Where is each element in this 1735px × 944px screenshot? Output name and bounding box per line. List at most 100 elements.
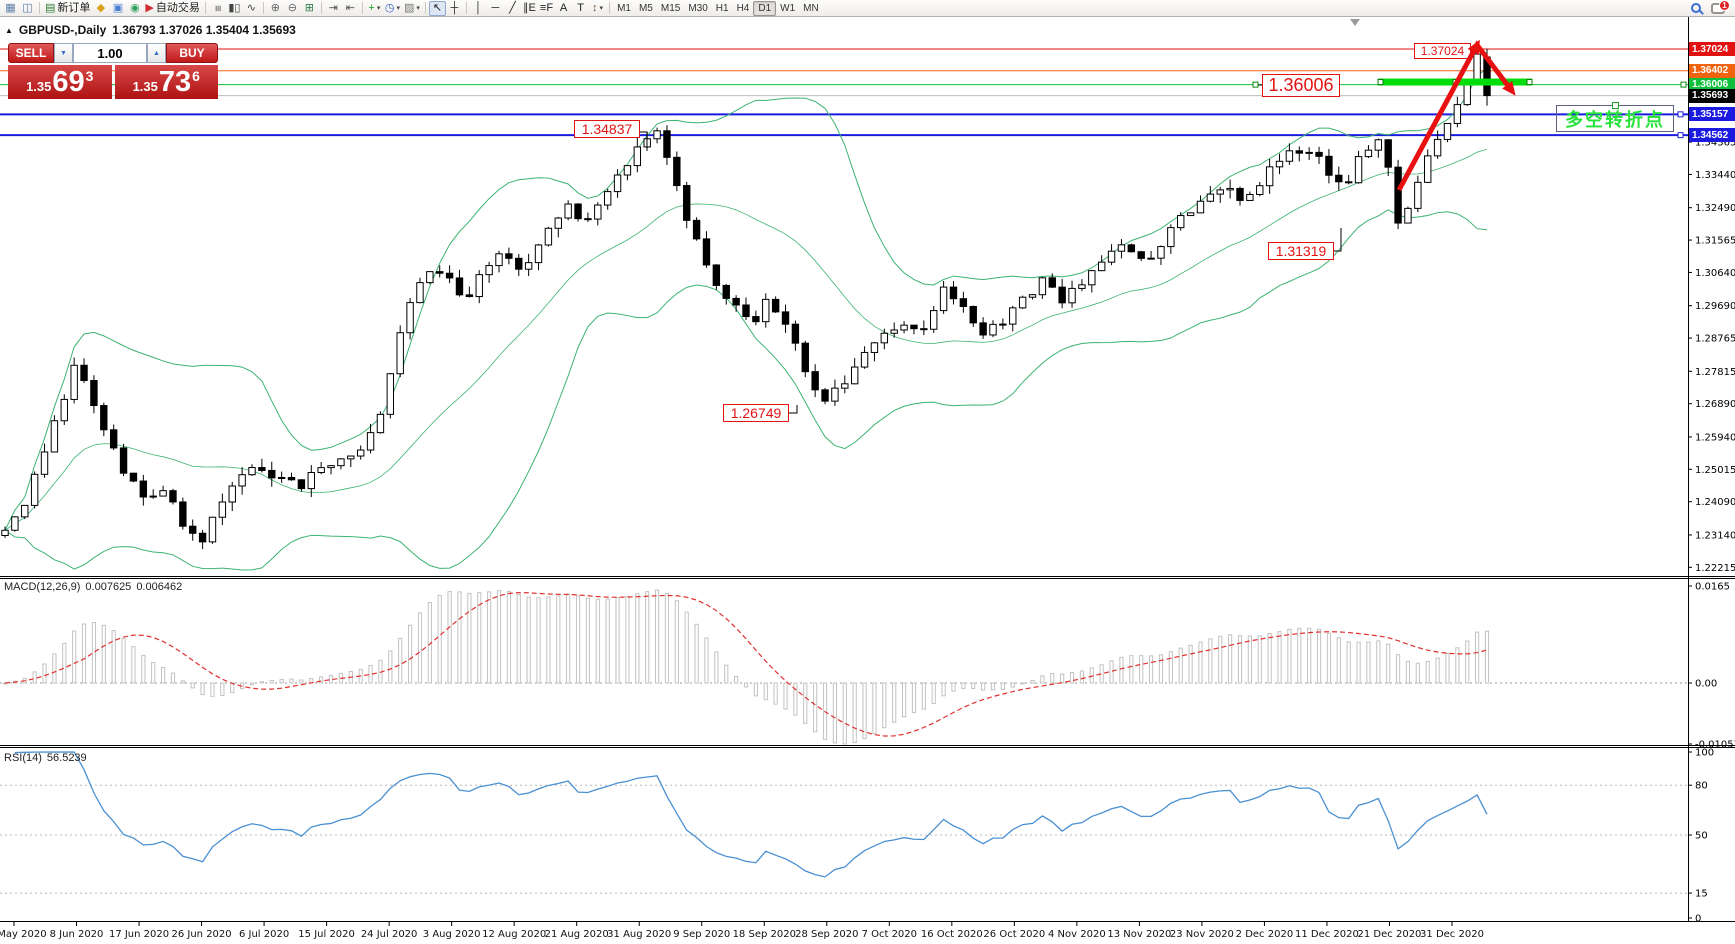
- timeframe-m30-button[interactable]: M30: [688, 2, 708, 14]
- date-axis-tick[interactable]: 11 Dec 2020: [1295, 929, 1359, 940]
- price-label-december-low[interactable]: 1.31319: [1268, 242, 1334, 260]
- search-icon[interactable]: [1691, 3, 1701, 13]
- periods-button[interactable]: ◷ ▾: [383, 1, 402, 16]
- macd-axis-tick: -0.010571: [1695, 740, 1735, 751]
- date-axis-tick[interactable]: 28 Sep 2020: [795, 929, 858, 940]
- date-axis-tick[interactable]: 21 Aug 2020: [545, 929, 609, 940]
- templates-button[interactable]: ▨ ▾: [402, 1, 422, 16]
- date-axis-tick[interactable]: 18 Sep 2020: [733, 929, 796, 940]
- date-axis-tick[interactable]: 31 Aug 2020: [607, 929, 671, 940]
- timeframe-h4-button[interactable]: H4: [736, 2, 750, 14]
- date-axis-tick[interactable]: 23 Nov 2020: [1170, 929, 1234, 940]
- date-axis-tick[interactable]: 4 Nov 2020: [1048, 929, 1106, 940]
- price-label-resistance[interactable]: 1.37024: [1414, 43, 1471, 59]
- data-window-button[interactable]: ◫: [19, 1, 36, 16]
- volume-increase-button[interactable]: ▲: [147, 43, 166, 63]
- selection-handle[interactable]: [1252, 81, 1259, 88]
- chart-styler-button[interactable]: ◆: [92, 1, 109, 16]
- selection-handle[interactable]: [1677, 132, 1684, 139]
- candlestick-chart-button[interactable]: ▮▯: [226, 1, 243, 16]
- label-connector: [789, 405, 798, 414]
- arrows-button[interactable]: ↕ ▾: [589, 1, 606, 16]
- date-axis-tick[interactable]: 26 Jun 2020: [171, 929, 231, 940]
- dropdown-caret-icon: ▾: [416, 4, 420, 12]
- price-label-september-low[interactable]: 1.26749: [723, 404, 789, 422]
- crosshair-button[interactable]: ┼: [446, 1, 463, 16]
- candlestick-series: [1, 48, 1491, 550]
- timeframe-m15-button[interactable]: M15: [660, 2, 681, 14]
- new-order-button-label: 新订单: [57, 1, 91, 14]
- volume-decrease-button[interactable]: ▼: [54, 43, 73, 63]
- timeframe-m5-button[interactable]: M5: [638, 2, 653, 14]
- trendline-button[interactable]: ╱: [504, 1, 521, 16]
- timeframe-mn-button[interactable]: MN: [803, 2, 819, 14]
- auto-scroll-button[interactable]: ⇥: [325, 1, 342, 16]
- channel-button[interactable]: ∥E: [521, 1, 538, 16]
- equidistant-channel-icon: ∥E: [523, 1, 536, 14]
- new-order-icon: ▤: [45, 1, 56, 14]
- indicators-button[interactable]: + ▾: [366, 1, 383, 16]
- bar-chart-button[interactable]: ≡: [209, 1, 226, 16]
- vertical-line-button[interactable]: │: [470, 1, 487, 16]
- date-axis-tick[interactable]: 8 Jun 2020: [50, 929, 104, 940]
- cursor-button[interactable]: ↖: [428, 0, 446, 16]
- date-axis-tick[interactable]: 26 Oct 2020: [983, 929, 1045, 940]
- date-axis-tick[interactable]: 2 Dec 2020: [1236, 929, 1294, 940]
- date-axis-tick[interactable]: 13 Nov 2020: [1107, 929, 1171, 940]
- macd-indicator-label: MACD(12,26,9) 0.007625 0.006462: [4, 581, 182, 593]
- text-button[interactable]: A: [555, 1, 572, 16]
- chart-shift-button[interactable]: ⇤: [342, 1, 359, 16]
- new-order-button[interactable]: ▤ 新订单: [43, 1, 92, 16]
- date-axis-tick[interactable]: 16 Oct 2020: [921, 929, 983, 940]
- timeframe-d1-button[interactable]: D1: [753, 0, 777, 16]
- buy-price-sup: 6: [192, 68, 200, 84]
- date-axis-tick[interactable]: 7 Oct 2020: [862, 929, 917, 940]
- date-axis-tick[interactable]: 15 Jul 2020: [298, 929, 355, 940]
- macd-histogram: [2, 589, 1490, 745]
- date-axis-tick[interactable]: 12 Aug 2020: [482, 929, 546, 940]
- date-axis-tick[interactable]: 24 Jul 2020: [361, 929, 418, 940]
- date-axis-tick[interactable]: 29 May 2020: [0, 929, 47, 940]
- zoom-out-button[interactable]: ⊖: [284, 1, 301, 16]
- sell-button[interactable]: SELL: [8, 43, 54, 63]
- tile-windows-button[interactable]: ⊞: [301, 1, 318, 16]
- text-annotation-turning-point[interactable]: 多空转折点: [1556, 102, 1674, 132]
- timeframe-w1-button[interactable]: W1: [780, 2, 796, 14]
- line-chart-icon: ∿: [246, 1, 256, 14]
- selection-handle[interactable]: [1452, 79, 1459, 86]
- date-axis-tick[interactable]: 9 Sep 2020: [673, 929, 730, 940]
- signals-button[interactable]: ◉: [126, 1, 143, 16]
- fibonacci-button[interactable]: ≡F: [538, 1, 555, 16]
- price-axis-tick: 1.34365: [1695, 138, 1735, 149]
- sell-price-display[interactable]: 1.35 69 3: [8, 65, 112, 99]
- notifications-icon[interactable]: 1: [1711, 0, 1730, 14]
- chart-symbol-period: GBPUSD-,Daily: [18, 23, 107, 37]
- profiles-button[interactable]: ▣: [109, 1, 126, 16]
- selection-handle[interactable]: [1677, 111, 1684, 118]
- autotrading-button[interactable]: ▶ 自动交易: [143, 1, 201, 16]
- selection-handle[interactable]: [1377, 79, 1384, 86]
- price-label-entry[interactable]: 1.36006: [1262, 74, 1340, 97]
- market-watch-button[interactable]: ▦: [2, 1, 19, 16]
- selection-handle[interactable]: [1680, 81, 1687, 88]
- date-axis-tick[interactable]: 21 Dec 2020: [1358, 929, 1422, 940]
- selection-handle[interactable]: [1526, 79, 1533, 86]
- buy-price-display[interactable]: 1.35 73 6: [114, 65, 218, 99]
- dropdown-caret-icon: ▾: [396, 4, 400, 12]
- zoom-in-button[interactable]: ⊕: [267, 1, 284, 16]
- date-axis-tick[interactable]: 6 Jul 2020: [239, 929, 289, 940]
- one-click-trading-panel: SELL ▼ ▲ BUY 1.35 69 3 1.35 73 6: [8, 43, 218, 99]
- timeframe-m1-button[interactable]: M1: [617, 2, 631, 14]
- date-axis-tick[interactable]: 3 Aug 2020: [423, 929, 481, 940]
- bar-chart-icon: ≡: [211, 4, 224, 12]
- timeframe-h1-button[interactable]: H1: [715, 2, 729, 14]
- price-label-swing-high[interactable]: 1.34837: [574, 120, 640, 138]
- volume-input[interactable]: [73, 43, 147, 63]
- line-chart-button[interactable]: ∿: [243, 1, 260, 16]
- text-label-button[interactable]: T: [572, 1, 589, 16]
- horizontal-line-button[interactable]: ─: [487, 1, 504, 16]
- date-axis-tick[interactable]: 17 Jun 2020: [109, 929, 169, 940]
- buy-button[interactable]: BUY: [166, 43, 218, 63]
- date-axis-tick[interactable]: 31 Dec 2020: [1420, 929, 1484, 940]
